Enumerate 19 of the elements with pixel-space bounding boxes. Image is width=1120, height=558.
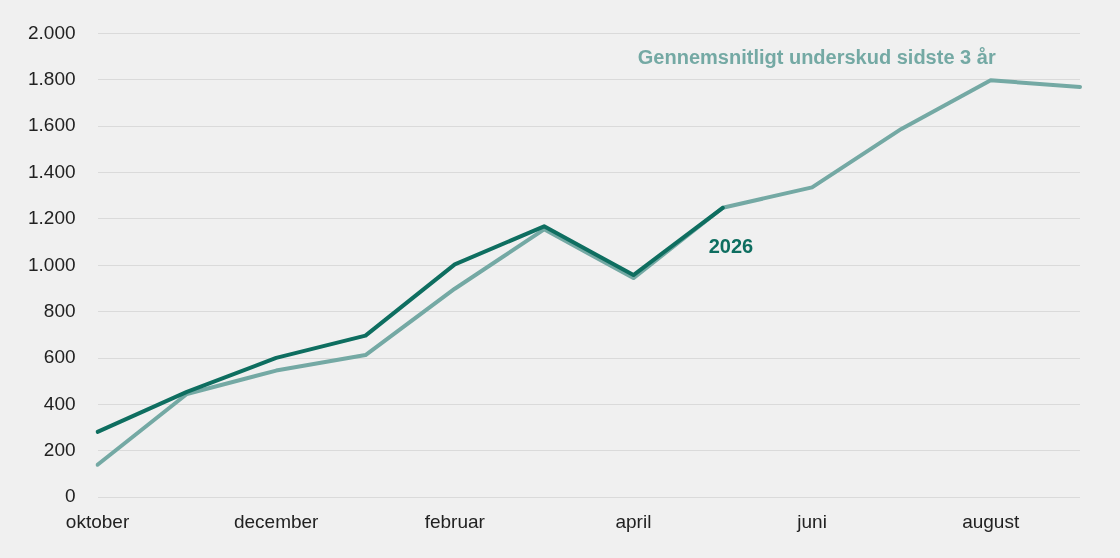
y-tick-label: 800 [43, 299, 76, 321]
x-tick-label: oktober [65, 510, 130, 532]
y-tick-label: 1.600 [28, 114, 76, 136]
y-tick-label: 2.000 [28, 21, 76, 43]
x-tick-label: august [962, 510, 1020, 532]
y-tick-label: 1.000 [28, 253, 76, 275]
series-label: 2026 [708, 235, 754, 258]
y-tick-label: 0 [64, 485, 76, 507]
y-tick-label: 1.200 [28, 207, 76, 229]
x-tick-label: december [233, 510, 320, 532]
y-tick-label: 1.800 [28, 68, 76, 90]
x-tick-label: april [615, 510, 652, 532]
y-tick-label: 400 [43, 392, 76, 414]
x-tick-label: juni [796, 510, 827, 532]
y-tick-label: 200 [43, 439, 76, 461]
x-tick-label: februar [424, 510, 486, 532]
y-tick-label: 600 [43, 346, 76, 368]
series-label: Gennemsnitligt underskud sidste 3 år [637, 45, 996, 68]
y-tick-label: 1.400 [28, 160, 76, 182]
